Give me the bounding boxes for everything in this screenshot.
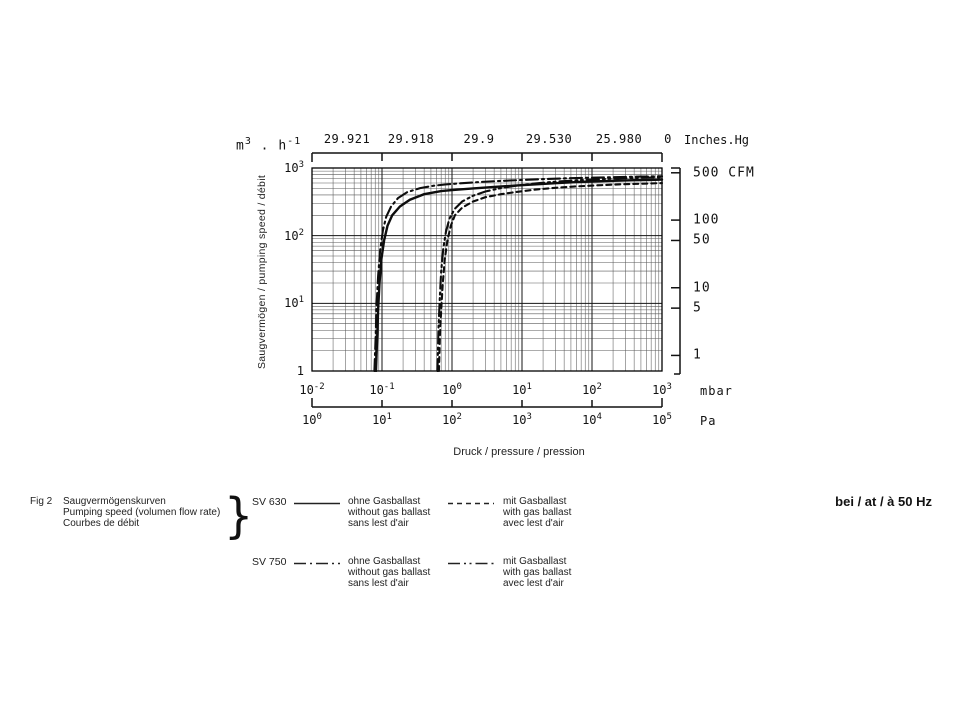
figure-title: Saugvermögenskurven Pumping speed (volum…	[63, 496, 220, 529]
grid-major	[311, 167, 663, 372]
cfm-tick-label: 5	[693, 300, 702, 316]
pa-tick-label: 101	[372, 412, 392, 428]
line-sample-sv630-solid	[294, 502, 340, 505]
inches-hg-tick-label: 29.921	[323, 132, 371, 146]
legend-entry-sv630-ohne: ohne Gasballast without gas ballast sans…	[348, 496, 431, 529]
pa-tick-label: 105	[652, 412, 672, 428]
curves	[373, 175, 664, 372]
y-axis-unit: m3 . h-1	[236, 136, 302, 154]
legend-entry-sv630-mit: mit Gasballast with gas ballast avec les…	[503, 496, 572, 529]
curve-sv750-mit	[373, 175, 664, 372]
y-tick-label: 103	[284, 160, 304, 176]
pa-axis	[311, 398, 663, 408]
mbar-tick-label: 10-1	[369, 382, 395, 398]
mbar-tick-label: 100	[442, 382, 462, 398]
legend-entry-sv750-ohne: ohne Gasballast without gas ballast sans…	[348, 556, 431, 589]
cfm-tick-label: 100	[693, 212, 720, 228]
cfm-tick-label: 50	[693, 232, 711, 248]
grid-minor	[312, 168, 662, 371]
mbar-unit: mbar	[700, 384, 733, 398]
curve-sv630-mit	[437, 182, 664, 372]
pa-tick-label: 102	[442, 412, 462, 428]
curly-brace: }	[224, 486, 254, 544]
legend-model-sv750: SV 750	[252, 556, 287, 568]
inches-hg-tick-label: 29.530	[525, 132, 573, 146]
mbar-tick-label: 103	[652, 382, 672, 398]
y-tick-label: 1	[296, 364, 304, 378]
curve-sv630-ohne	[374, 178, 664, 372]
x-axis-title: Druck / pressure / pression	[453, 446, 585, 458]
mbar-tick-label: 102	[582, 382, 602, 398]
line-sample-sv630-dashed	[448, 502, 494, 505]
figure-title-fr: Courbes de débit	[63, 518, 140, 529]
cfm-tick-label: 500 CFM	[693, 165, 755, 181]
inches-hg-tick-label: 29.9	[463, 132, 495, 146]
pa-tick-label: 100	[302, 412, 322, 428]
y-tick-label: 102	[284, 227, 304, 243]
mbar-tick-label: 101	[512, 382, 532, 398]
figure-title-en: Pumping speed (volumen flow rate)	[63, 507, 221, 518]
inches-hg-tick-label: 0	[664, 132, 672, 146]
inches-hg-tick-label: 25.980	[595, 132, 643, 146]
cfm-tick-label: 1	[693, 347, 702, 363]
mbar-tick-label: 10-2	[299, 382, 325, 398]
cfm-tick-label: 10	[693, 280, 711, 296]
pa-unit: Pa	[700, 414, 717, 428]
legend-model-sv630: SV 630	[252, 496, 287, 508]
inches-hg-tick-label: 29.918	[387, 132, 435, 146]
figure-label: Fig 2	[30, 496, 53, 507]
plot-border	[311, 167, 663, 372]
figure-title-de: Saugvermögenskurven	[63, 496, 166, 507]
curve-sv750-mit	[436, 176, 664, 372]
frequency-note: bei / at / à 50 Hz	[835, 494, 932, 509]
y-axis-title: Saugvermögen / pumping speed / débit	[256, 174, 268, 370]
line-sample-sv750-dashdot	[294, 562, 340, 565]
pa-tick-label: 103	[512, 412, 532, 428]
cfm-axis	[671, 167, 681, 375]
pa-tick-label: 104	[582, 412, 602, 428]
inches-hg-unit: Inches.Hg	[684, 133, 750, 147]
legend-entry-sv750-mit: mit Gasballast with gas ballast avec les…	[503, 556, 572, 589]
line-sample-sv750-dashdotdot	[448, 562, 494, 565]
y-tick-label: 101	[284, 295, 304, 311]
inches-hg-axis	[311, 152, 663, 162]
